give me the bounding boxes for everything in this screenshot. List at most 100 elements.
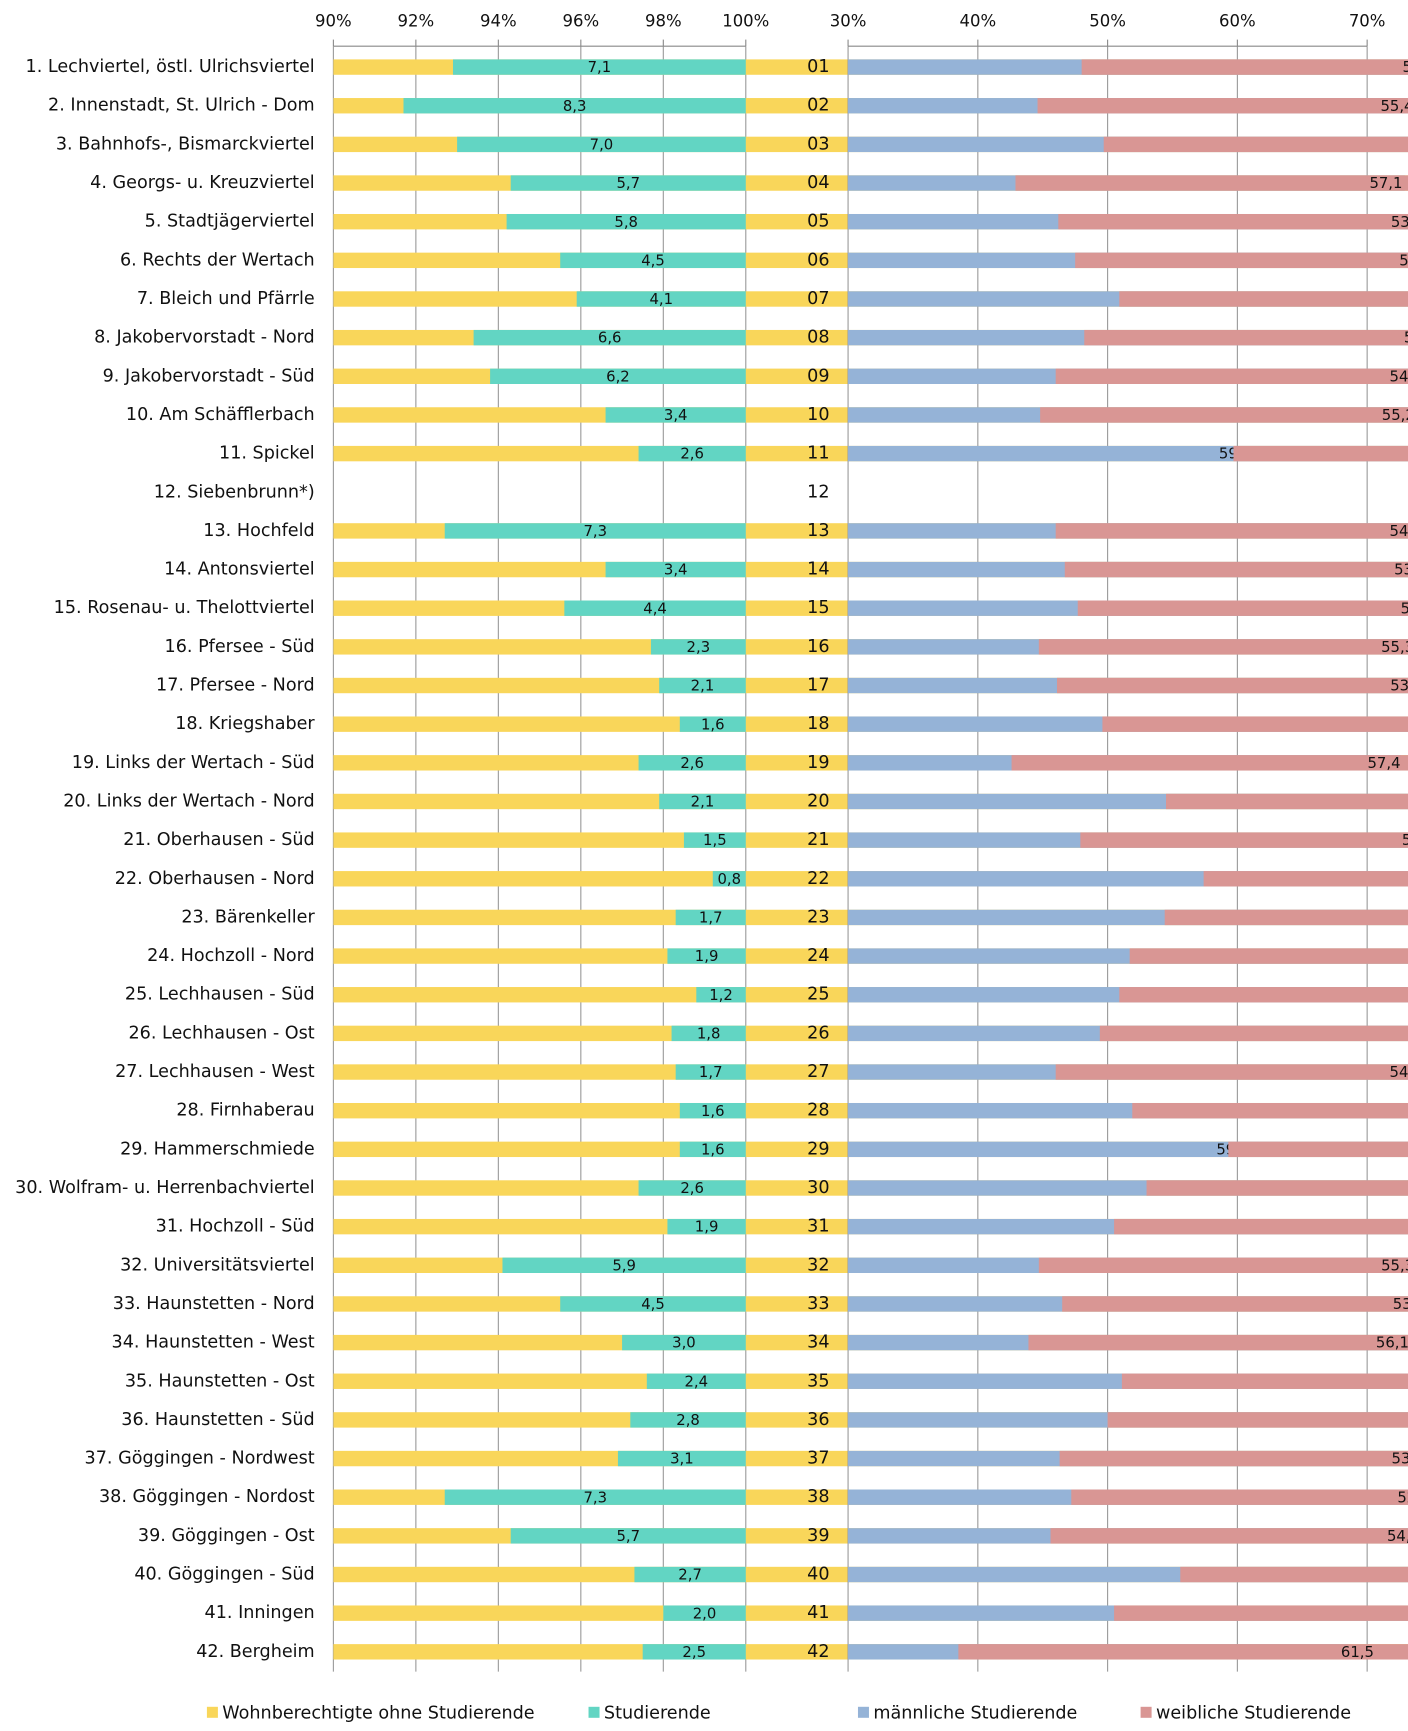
- value-label: 3,4: [664, 562, 688, 579]
- value-label: 6,2: [606, 368, 630, 385]
- category-label: 13: [807, 521, 829, 541]
- category-label: 18. Kriegshaber: [175, 714, 315, 734]
- value-label: 1,6: [701, 1141, 725, 1158]
- bar-segment: [634, 1566, 746, 1583]
- category-label: 26. Lechhausen - Ost: [128, 1023, 314, 1043]
- value-label: 54,4: [1387, 1528, 1408, 1545]
- bar-segment: [1119, 291, 1408, 307]
- bar-segment: [630, 1412, 746, 1428]
- category-label: 07: [807, 289, 829, 309]
- bar-segment: [560, 1296, 746, 1312]
- bar-segment: [560, 252, 746, 269]
- value-label: 7,3: [583, 1489, 607, 1506]
- category-label: 38. Göggingen - Nordost: [99, 1487, 315, 1507]
- bar-segment: [679, 1102, 746, 1119]
- value-label: 2,6: [680, 1180, 704, 1197]
- bar-segment: [1011, 755, 1408, 771]
- category-label: 33. Haunstetten - Nord: [113, 1294, 315, 1314]
- bar-segment: [1040, 407, 1408, 423]
- bar-segment: [659, 677, 746, 694]
- category-label: 35. Haunstetten - Ost: [125, 1371, 315, 1391]
- bar-segment: [1121, 1373, 1408, 1389]
- bar-segment: [1055, 523, 1408, 539]
- category-label: 3. Bahnhofs-, Bismarckviertel: [56, 134, 315, 154]
- legend-swatch: [857, 1706, 869, 1718]
- x-tick-label: 100%: [722, 11, 769, 30]
- bar-segment: [564, 600, 746, 616]
- bar-segment: [1119, 987, 1408, 1003]
- bar-segment: [1102, 716, 1408, 732]
- value-label: 5,7: [616, 1528, 640, 1545]
- value-label: 54,0: [1390, 368, 1408, 385]
- x-tick-label: 40%: [960, 11, 997, 30]
- category-label: 22. Oberhausen - Nord: [115, 869, 315, 889]
- category-label: 17: [807, 676, 829, 696]
- bar-segment: [1075, 252, 1408, 269]
- category-label: 25. Lechhausen - Süd: [125, 985, 315, 1005]
- bar-segment: [667, 1218, 746, 1235]
- category-label: 21: [807, 830, 829, 850]
- category-label: 04: [807, 173, 829, 193]
- bar-segment: [457, 136, 746, 153]
- bar-segment: [1055, 1064, 1408, 1080]
- value-label: 2,5: [682, 1644, 706, 1661]
- value-label: 52,8: [1397, 1489, 1408, 1506]
- bar-segment: [490, 368, 746, 384]
- value-label: 2,6: [680, 755, 704, 772]
- x-tick-label: 90%: [315, 11, 352, 30]
- bar-segment: [646, 1373, 746, 1389]
- category-label: 15. Rosenau- u. Thelottviertel: [54, 598, 315, 618]
- value-label: 8,3: [563, 98, 587, 115]
- x-tick-label: 94%: [480, 11, 517, 30]
- bar-segment: [1164, 909, 1408, 926]
- category-label: 8. Jakobervorstadt - Nord: [94, 328, 315, 348]
- bar-segment: [1180, 1566, 1408, 1583]
- category-label: 38: [807, 1487, 829, 1507]
- value-label: 0,8: [717, 871, 741, 888]
- bar-segment: [1203, 871, 1408, 887]
- category-label: 13. Hochfeld: [203, 521, 314, 541]
- value-label: 1,9: [695, 1219, 719, 1236]
- bar-segment: [506, 213, 746, 230]
- value-label: 2,3: [687, 639, 711, 656]
- value-label: 2,8: [676, 1412, 700, 1429]
- value-label: 51,8: [1404, 330, 1408, 347]
- category-label: 21. Oberhausen - Süd: [123, 830, 314, 850]
- value-label: 56,1: [1376, 1335, 1408, 1352]
- category-label: 39. Göggingen - Ost: [138, 1526, 315, 1546]
- category-label: 7. Bleich und Pfärrle: [137, 289, 315, 309]
- legend-swatch: [588, 1706, 600, 1718]
- bar-segment: [650, 639, 746, 655]
- category-label: 29: [807, 1139, 829, 1159]
- category-label: 33: [807, 1294, 829, 1314]
- value-label: 7,0: [590, 136, 614, 153]
- bar-segment: [452, 59, 746, 75]
- bar-segment: [1103, 136, 1408, 153]
- bar-segment: [617, 1450, 746, 1467]
- value-label: 52,3: [1401, 600, 1408, 617]
- bar-segment: [1062, 1296, 1408, 1312]
- category-label: 6. Rechts der Wertach: [120, 250, 315, 270]
- bar-segment: [712, 871, 746, 887]
- category-label: 18: [807, 714, 829, 734]
- value-label: 1,6: [701, 1103, 725, 1120]
- category-label: 1. Lechviertel, östl. Ulrichsviertel: [26, 57, 315, 77]
- category-label: 35: [807, 1371, 829, 1391]
- value-label: 55,3: [1381, 1257, 1408, 1274]
- bar-segment: [1028, 1334, 1408, 1351]
- value-label: 53,8: [1391, 214, 1408, 231]
- bar-segment: [473, 329, 746, 346]
- category-label: 25: [807, 985, 829, 1005]
- value-label: 2,1: [691, 794, 715, 811]
- category-label: 24. Hochzoll - Nord: [147, 946, 315, 966]
- category-label: 17. Pfersee - Nord: [156, 676, 315, 696]
- x-tick-label: 70%: [1349, 11, 1386, 30]
- value-label: 3,4: [664, 407, 688, 424]
- category-label: 26: [807, 1023, 829, 1043]
- category-label: 30. Wolfram- u. Herrenbachviertel: [15, 1178, 315, 1198]
- bar-segment: [679, 1141, 746, 1158]
- value-label: 3,1: [670, 1451, 694, 1468]
- value-label: 2,6: [680, 446, 704, 463]
- category-label: 02: [807, 96, 829, 116]
- value-label: 53,9: [1390, 678, 1408, 695]
